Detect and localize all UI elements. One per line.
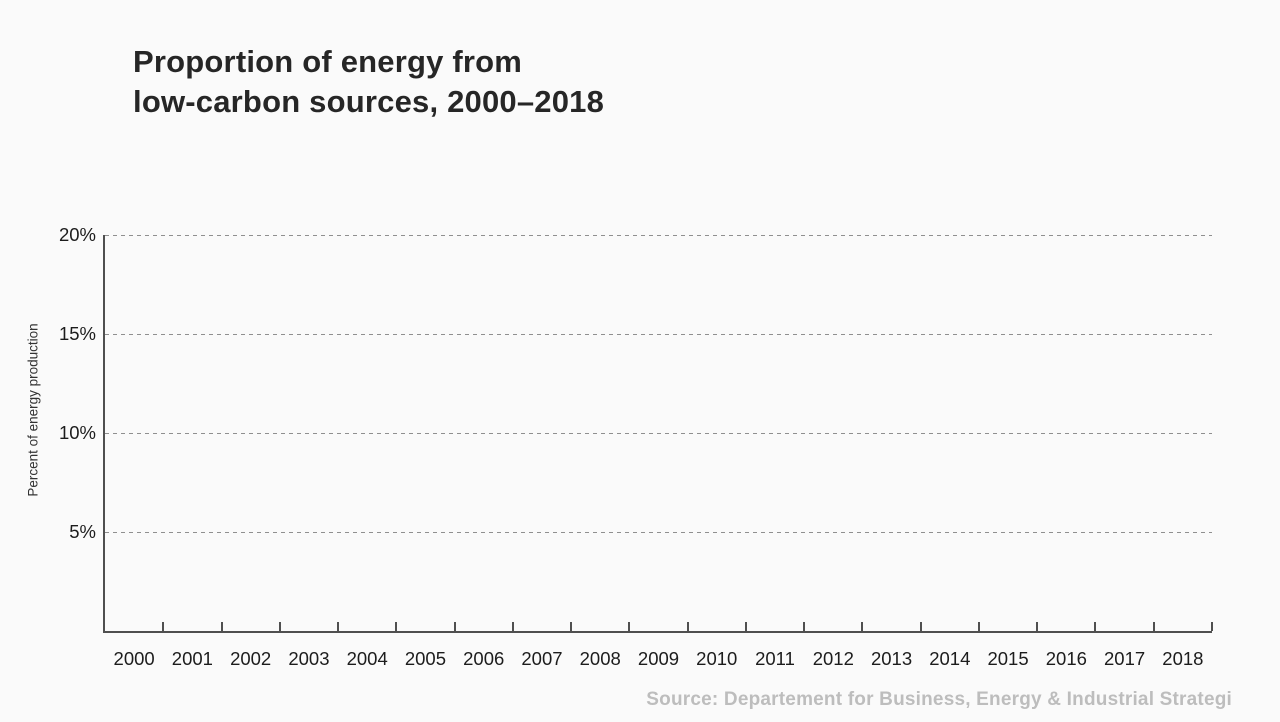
x-axis-line: [103, 631, 1212, 633]
x-tick-label: 2007: [521, 648, 563, 669]
x-tick-mark: [278, 622, 281, 631]
x-tick-mark: [1211, 622, 1213, 631]
x-tick-label: 2014: [929, 648, 971, 669]
x-tick-mark: [628, 622, 631, 631]
x-tick-label: 2002: [230, 648, 272, 669]
x-tick-label: 2013: [870, 648, 913, 669]
chart-title: Proportion of energy from low-carbon sou…: [133, 42, 604, 122]
gridline-10%: [105, 433, 1212, 434]
x-tick-label: 2004: [346, 648, 388, 669]
x-tick-label: 2010: [696, 648, 738, 669]
x-tick-mark: [220, 622, 223, 631]
x-tick-mark: [977, 622, 980, 631]
x-tick-mark: [1036, 622, 1039, 631]
x-tick-mark: [162, 622, 165, 631]
y-axis-line: [103, 235, 105, 633]
chart-title-line2: low-carbon sources, 2000–2018: [133, 84, 605, 119]
x-tick-label: 2017: [1104, 648, 1146, 669]
x-tick-label: 2015: [987, 648, 1029, 669]
x-tick-label: 2011: [755, 648, 795, 669]
x-tick-mark: [511, 622, 514, 631]
y-axis-title: Percent of energy production: [25, 323, 41, 497]
x-tick-label: 2001: [171, 648, 213, 669]
y-tick-label: 10%: [58, 422, 96, 443]
x-tick-label: 2012: [812, 648, 854, 669]
y-tick-label: 20%: [58, 224, 96, 245]
x-tick-mark: [1152, 622, 1155, 631]
x-tick-mark: [919, 622, 922, 631]
x-tick-mark: [570, 622, 573, 631]
gridline-20%: [105, 235, 1212, 236]
x-tick-mark: [861, 622, 864, 631]
x-tick-label: 2000: [113, 648, 155, 669]
y-tick-label: 15%: [58, 323, 96, 344]
x-tick-label: 2006: [463, 648, 505, 669]
x-tick-label: 2016: [1045, 648, 1087, 669]
gridline-15%: [105, 334, 1212, 335]
gridline-5%: [105, 532, 1212, 533]
x-tick-label: 2005: [404, 648, 447, 669]
x-tick-mark: [744, 622, 747, 631]
x-tick-mark: [337, 622, 340, 631]
chart-title-line1: Proportion of energy from: [133, 44, 523, 79]
x-tick-label: 2018: [1162, 648, 1204, 669]
x-tick-mark: [395, 622, 398, 631]
y-tick-label: 5%: [69, 521, 96, 542]
plot-area: 5% 10% 15% 20% 2000 2001 2002 2003 2004 2005 2006…: [59, 224, 1213, 669]
x-tick-label: 2009: [637, 648, 680, 669]
x-tick-mark: [453, 622, 456, 631]
x-tick-mark: [1094, 622, 1097, 631]
x-tick-label: 2003: [288, 648, 330, 669]
x-tick-mark: [686, 622, 689, 631]
source-note: Source: Departement for Business, Energy…: [646, 689, 1232, 710]
x-tick-label: 2008: [579, 648, 621, 669]
x-tick-mark: [803, 622, 806, 631]
